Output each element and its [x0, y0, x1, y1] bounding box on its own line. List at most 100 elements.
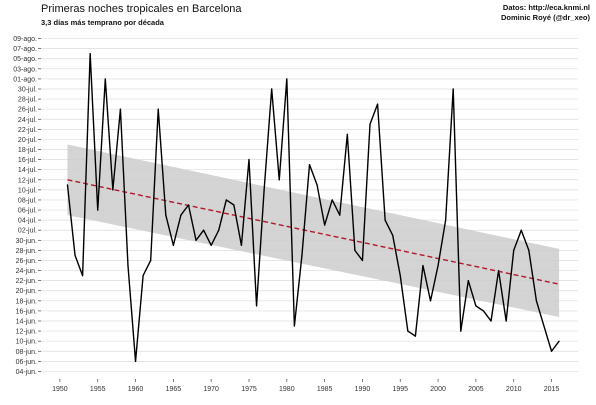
- data-point: [452, 88, 454, 90]
- data-point: [165, 214, 167, 216]
- data-point: [187, 204, 190, 206]
- y-tick-label: 06-jun.: [16, 359, 37, 366]
- y-tick-label: 14-jul.: [18, 167, 37, 174]
- series-line: [66, 53, 560, 363]
- data-point: [112, 189, 114, 191]
- data-point: [422, 264, 424, 267]
- data-point: [172, 244, 174, 246]
- y-tick-label: 24-jun.: [16, 268, 37, 275]
- data-point: [437, 264, 439, 267]
- y-tick-label: 22-jul.: [18, 127, 37, 134]
- data-point: [429, 300, 432, 302]
- data-point: [414, 335, 416, 337]
- data-point: [316, 184, 318, 186]
- data-point: [210, 244, 212, 246]
- data-point: [74, 254, 76, 257]
- data-point: [119, 108, 122, 110]
- y-tick-label: 18-jun.: [16, 298, 37, 305]
- data-point: [475, 305, 477, 307]
- data-point: [376, 103, 379, 105]
- data-point: [324, 224, 326, 226]
- data-point: [97, 209, 99, 211]
- data-point: [240, 244, 243, 246]
- data-point: [248, 159, 250, 161]
- y-tick-label: 03-ago.: [13, 66, 37, 73]
- y-tick-label: 12-jul.: [18, 177, 37, 184]
- data-point: [293, 325, 295, 327]
- data-point: [81, 275, 84, 277]
- y-tick-label: 22-jun.: [16, 278, 37, 285]
- data-point: [460, 330, 462, 332]
- data-point: [558, 340, 560, 342]
- y-tick-label: 28-jun.: [16, 248, 37, 255]
- y-tick-label: 20-jul.: [18, 137, 37, 144]
- data-point: [225, 199, 227, 201]
- x-axis-tick-labels: 1950 1955 1960 1965 1970 1975 1980 1985 1990 1995…: [52, 379, 559, 393]
- y-tick-label: 20-jun.: [16, 288, 37, 295]
- y-tick-label: 14-jun.: [16, 319, 37, 326]
- x-tick-label: 2010: [506, 386, 522, 393]
- data-point: [142, 275, 144, 277]
- x-tick-label: 1995: [392, 386, 408, 393]
- x-tick-label: 1970: [203, 386, 219, 393]
- y-tick-label: 24-jul.: [18, 117, 37, 124]
- data-point: [550, 350, 553, 352]
- data-point: [369, 123, 371, 125]
- data-point: [127, 264, 129, 267]
- y-tick-label: 05-ago.: [13, 56, 37, 63]
- data-point: [384, 219, 386, 221]
- data-point: [157, 108, 159, 110]
- x-tick-label: 1960: [128, 386, 144, 393]
- y-tick-label: 26-jun.: [16, 258, 37, 265]
- data-point: [490, 320, 492, 322]
- chart-title: Primeras noches tropicales en Barcelona: [41, 3, 242, 15]
- y-tick-label: 10-jun.: [16, 339, 37, 346]
- data-point: [203, 229, 205, 231]
- data-point: [407, 330, 409, 332]
- data-point: [513, 249, 515, 251]
- data-point: [543, 325, 545, 327]
- y-tick-label: 18-jul.: [18, 147, 37, 154]
- data-point: [482, 310, 485, 312]
- y-tick-label: 09-ago.: [13, 36, 37, 43]
- data-point: [399, 275, 401, 277]
- data-point: [467, 280, 469, 282]
- data-point: [346, 133, 348, 135]
- y-tick-label: 04-jun.: [16, 369, 37, 376]
- chart-caption: Datos: http://eca.knmi.nl Dominic Royé (…: [501, 3, 590, 23]
- data-point: [445, 219, 447, 221]
- y-tick-label: 16-jul.: [18, 157, 37, 164]
- x-tick-label: 2005: [468, 386, 484, 393]
- data-point: [134, 360, 137, 362]
- x-tick-label: 1955: [90, 386, 106, 393]
- data-point: [339, 214, 341, 216]
- y-tick-label: 30-jul.: [18, 87, 37, 94]
- y-tick-label: 30-jun.: [16, 238, 37, 245]
- y-tick-label: 26-jul.: [18, 107, 37, 114]
- data-point: [218, 229, 220, 231]
- data-point: [392, 234, 394, 236]
- y-tick-label: 04-jul.: [18, 218, 37, 225]
- data-point: [331, 199, 333, 201]
- data-point: [271, 88, 273, 90]
- trend-line-group: [67, 179, 560, 285]
- x-tick-label: 2015: [544, 386, 560, 393]
- data-point: [535, 300, 538, 302]
- data-point: [301, 254, 303, 257]
- x-tick-label: 2000: [430, 386, 446, 393]
- caption-source: Datos: http://eca.knmi.nl: [502, 3, 590, 12]
- x-tick-label: 1980: [279, 386, 295, 393]
- x-tick-label: 1950: [52, 386, 68, 393]
- x-tick-label: 1975: [241, 386, 257, 393]
- caption-author: Dominic Royé (@dr_xeo): [501, 13, 590, 22]
- data-point: [497, 269, 500, 272]
- data-point: [233, 204, 235, 206]
- data-point: [505, 320, 507, 322]
- data-point: [528, 249, 530, 251]
- data-point: [195, 239, 197, 241]
- x-tick-label: 1985: [317, 386, 333, 393]
- data-point: [89, 53, 91, 55]
- data-point: [308, 164, 311, 166]
- y-tick-label: 02-jul.: [18, 228, 37, 235]
